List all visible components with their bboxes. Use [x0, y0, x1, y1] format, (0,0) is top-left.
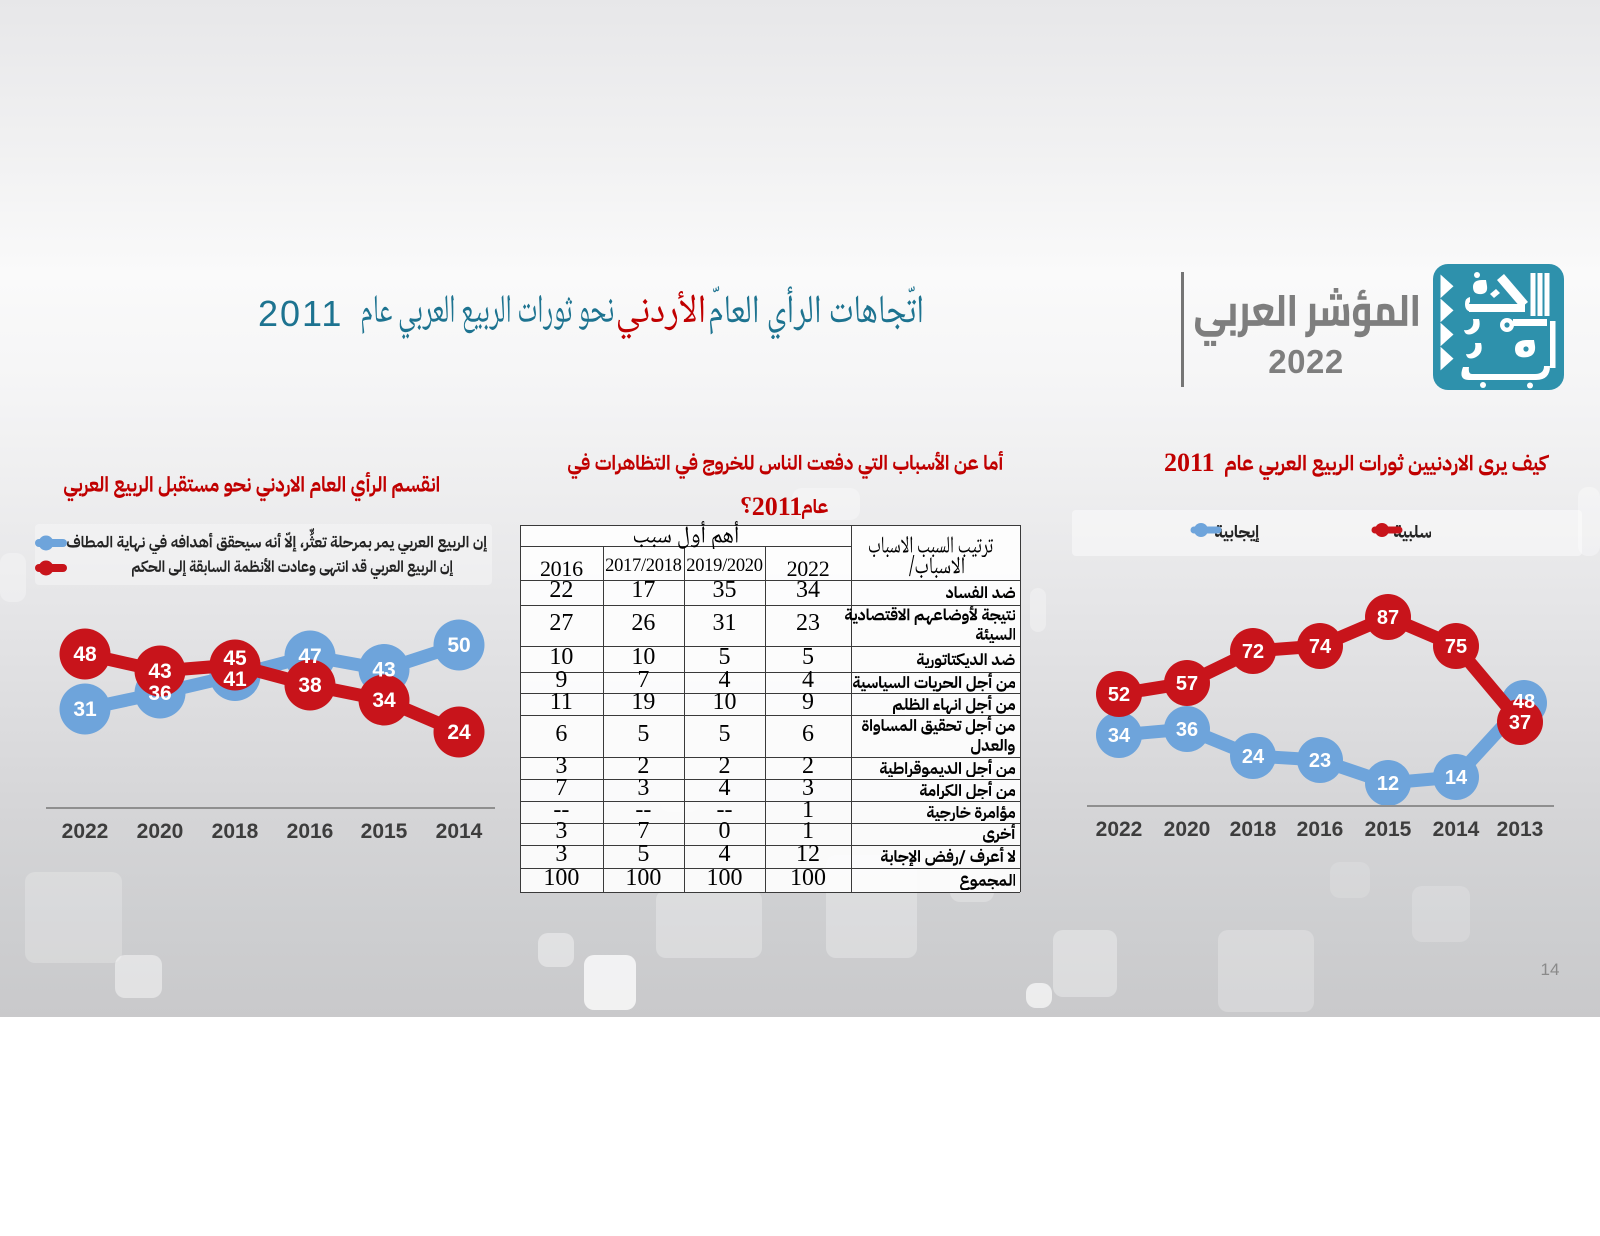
- svg-text:74: 74: [1309, 636, 1332, 658]
- svg-text:43: 43: [372, 659, 395, 682]
- svg-text:41: 41: [223, 668, 247, 691]
- svg-text:72: 72: [1242, 641, 1264, 663]
- svg-text:12: 12: [1377, 773, 1399, 795]
- svg-text:48: 48: [1513, 691, 1535, 713]
- svg-text:36: 36: [1176, 719, 1198, 741]
- svg-text:52: 52: [1108, 684, 1130, 706]
- svg-text:31: 31: [73, 698, 97, 721]
- svg-text:75: 75: [1445, 636, 1467, 658]
- svg-text:34: 34: [1108, 725, 1131, 747]
- svg-text:14: 14: [1445, 767, 1468, 789]
- svg-text:24: 24: [447, 721, 471, 744]
- svg-text:45: 45: [223, 647, 247, 670]
- svg-text:87: 87: [1377, 607, 1399, 629]
- svg-text:43: 43: [148, 660, 171, 683]
- svg-text:34: 34: [372, 689, 396, 712]
- svg-text:48: 48: [73, 643, 97, 666]
- svg-text:37: 37: [1509, 712, 1531, 734]
- svg-text:24: 24: [1242, 746, 1265, 768]
- svg-text:23: 23: [1309, 750, 1331, 772]
- svg-text:57: 57: [1176, 673, 1198, 695]
- svg-text:38: 38: [298, 674, 322, 697]
- svg-text:36: 36: [148, 682, 171, 705]
- svg-text:50: 50: [447, 634, 470, 657]
- svg-text:47: 47: [298, 645, 321, 668]
